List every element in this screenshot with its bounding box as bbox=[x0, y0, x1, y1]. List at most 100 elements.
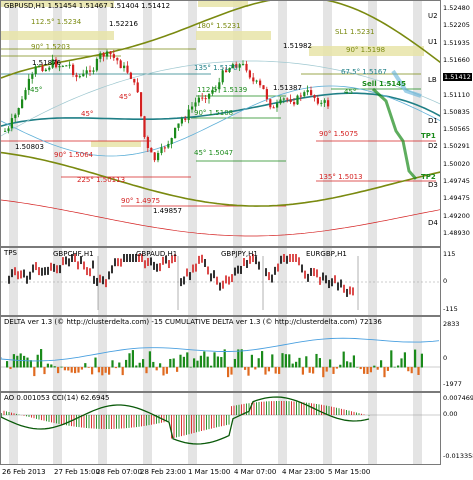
candle-body bbox=[265, 89, 268, 100]
candle-body bbox=[109, 51, 112, 55]
price-chart-pane[interactable]: GBPUSD,H1 1.51454 1.51467 1.51404 1.5141… bbox=[0, 0, 441, 247]
candle-body bbox=[102, 53, 105, 57]
axis-tick: -115 bbox=[443, 305, 458, 313]
session-band bbox=[278, 1, 287, 246]
delta-bar bbox=[176, 367, 179, 372]
candle-body bbox=[320, 102, 323, 104]
candle-body bbox=[10, 118, 13, 129]
time-label: 28 Feb 07:00 bbox=[96, 468, 142, 476]
delta-bar bbox=[393, 366, 396, 368]
session-band bbox=[278, 393, 287, 464]
price-tick: 1.49745 bbox=[443, 177, 470, 185]
time-axis: 26 Feb 2013 27 Feb 15:00 28 Feb 07:00 28… bbox=[0, 465, 441, 480]
delta-bar bbox=[318, 358, 321, 368]
time-label: 4 Mar 23:00 bbox=[282, 468, 325, 476]
price-tick: 1.50835 bbox=[443, 107, 470, 116]
annotation: 45° bbox=[119, 93, 132, 101]
axis-tick: 0 bbox=[443, 277, 448, 285]
price-zone bbox=[1, 1, 114, 7]
level-tag-u2: U2 bbox=[428, 12, 438, 20]
candle-body bbox=[92, 70, 95, 72]
candle-body bbox=[313, 95, 316, 98]
candle-body bbox=[170, 137, 173, 144]
delta-bar bbox=[6, 361, 9, 368]
delta-bar bbox=[114, 367, 117, 369]
channel-line-low bbox=[1, 199, 440, 237]
candle-body bbox=[17, 107, 20, 115]
candle-body bbox=[225, 70, 228, 72]
price-zone bbox=[198, 1, 248, 7]
level-tag-d2: D2 bbox=[428, 142, 438, 150]
candle-body bbox=[167, 143, 170, 148]
price-zone bbox=[309, 46, 424, 56]
price-tick: 1.51660 bbox=[443, 55, 470, 64]
annotation: 90° 1.5203 bbox=[31, 43, 71, 51]
delta-bar bbox=[152, 361, 155, 368]
candle-body bbox=[58, 66, 61, 68]
candle-body bbox=[228, 68, 231, 72]
annotation: 225° 1.50113 bbox=[77, 176, 126, 184]
candle-body bbox=[75, 74, 78, 78]
price-axis[interactable]: 1.52480 1.52205 1.51935 1.51660 1.51412 1.511… bbox=[441, 0, 473, 247]
ao-cci-indicator-pane[interactable]: AO 0.001053 CCI(14) 62.6945 bbox=[0, 392, 441, 465]
annotation: 1.49857 bbox=[153, 207, 182, 215]
delta-bar bbox=[257, 358, 260, 368]
delta-bar bbox=[376, 367, 379, 370]
candle-body bbox=[55, 59, 58, 68]
delta-bar bbox=[264, 367, 267, 375]
session-band bbox=[9, 317, 18, 391]
delta-bar bbox=[352, 355, 355, 368]
price-tick: 1.51935 bbox=[443, 38, 470, 47]
session-band bbox=[413, 248, 422, 315]
candle-body bbox=[146, 137, 149, 148]
delta-bar bbox=[40, 349, 43, 368]
candle-body bbox=[24, 90, 27, 100]
candle-body bbox=[316, 97, 319, 104]
delta-bar bbox=[63, 367, 66, 371]
delta-bar bbox=[281, 353, 284, 368]
delta-bar bbox=[254, 367, 257, 370]
delta-bar bbox=[278, 367, 281, 374]
candle-body bbox=[235, 64, 238, 68]
annotation: 112.5° 1.5139 bbox=[197, 86, 248, 94]
candle-body bbox=[255, 80, 258, 82]
delta-bar bbox=[148, 351, 151, 368]
price-tick: 1.51110 bbox=[443, 90, 470, 99]
delta-bar bbox=[410, 367, 413, 374]
candle-body bbox=[116, 57, 119, 61]
price-chart-canvas[interactable] bbox=[1, 1, 441, 247]
price-tick: 1.49200 bbox=[443, 211, 470, 220]
delta-bar bbox=[223, 349, 226, 368]
candle-body bbox=[85, 70, 88, 74]
candle-body bbox=[293, 102, 296, 105]
delta-bar bbox=[80, 367, 83, 370]
candle-body bbox=[187, 109, 190, 120]
delta-bar bbox=[172, 358, 175, 368]
candle-body bbox=[299, 95, 302, 97]
delta-bar bbox=[325, 367, 328, 372]
delta-bar bbox=[23, 355, 26, 368]
price-tick: 1.52205 bbox=[443, 21, 470, 30]
take-profit-2: TP2 bbox=[421, 173, 436, 181]
delta-bar bbox=[414, 349, 417, 368]
session-band bbox=[143, 248, 152, 315]
candle-body bbox=[197, 97, 200, 103]
delta-indicator-pane[interactable]: DELTA ver 1.3 (© http://clusterdelta.com… bbox=[0, 316, 441, 392]
delta-bar bbox=[43, 367, 46, 375]
session-band bbox=[53, 393, 62, 464]
chart-title: GBPUSD,H1 1.51454 1.51467 1.51404 1.5141… bbox=[4, 2, 171, 10]
session-band bbox=[323, 248, 332, 315]
session-band bbox=[53, 1, 62, 246]
tps-indicator-pane[interactable]: TPS GBPCHF,H1 GBPAUD,H1 GBPJPY,H1 EURGBP… bbox=[0, 247, 441, 316]
candle-body bbox=[89, 70, 92, 72]
delta-bar bbox=[33, 367, 36, 377]
session-band bbox=[98, 317, 107, 391]
candle-body bbox=[262, 85, 265, 90]
delta-bar bbox=[250, 354, 253, 368]
delta-bar bbox=[206, 356, 209, 368]
delta-bar bbox=[101, 367, 104, 376]
delta-bar bbox=[356, 366, 359, 368]
session-band bbox=[98, 393, 107, 464]
delta-bar bbox=[339, 364, 342, 368]
delta-bar bbox=[145, 367, 148, 374]
